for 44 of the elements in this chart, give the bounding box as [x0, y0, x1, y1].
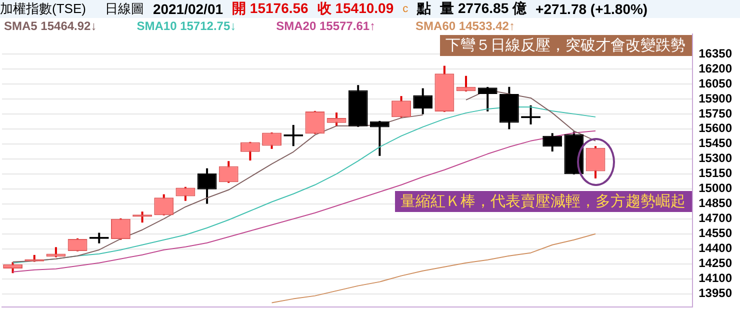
- y-tick-label: 14250: [698, 256, 732, 270]
- candlestick: [478, 86, 498, 112]
- text: +271.78 (+1.80%): [536, 1, 648, 17]
- candlestick: [3, 261, 23, 274]
- y-tick-label: 15150: [698, 166, 732, 180]
- candlestick: [46, 246, 66, 258]
- annotation: 下彎５日線反壓，突破才會改變跌勢: [440, 35, 692, 56]
- text: SMA20 15577.61↑: [276, 19, 376, 33]
- candlestick: [132, 210, 152, 224]
- y-tick-label: 13950: [698, 286, 732, 300]
- y-tick-label: 16350: [698, 46, 732, 60]
- candlestick: [305, 110, 325, 135]
- text: 2021/02/01: [152, 1, 224, 17]
- y-tick-label: 15450: [698, 136, 732, 150]
- chart-subtitle: 日線圖: [104, 0, 144, 18]
- text: 點: [417, 0, 432, 18]
- candlestick: [326, 112, 346, 128]
- y-tick-label: 15600: [698, 121, 732, 136]
- text: SMA60 14533.42↑: [416, 19, 515, 33]
- y-tick-label: 14400: [698, 241, 732, 256]
- candlestick: [586, 145, 606, 180]
- y-tick-label: 15000: [698, 181, 732, 196]
- text: c: [402, 3, 408, 15]
- y-tick-label: 16050: [698, 76, 732, 90]
- y-tick-label: 15900: [698, 91, 732, 106]
- candlestick: [542, 132, 562, 153]
- text: 量 2776.85 億: [440, 0, 527, 18]
- text: 收 15410.09: [317, 0, 394, 18]
- annotation: 量縮紅Ｋ棒，代表賣壓減輕，多方趨勢崛起: [394, 190, 692, 212]
- text: 開 15176.56: [232, 0, 308, 18]
- y-tick-label: 15750: [698, 106, 732, 120]
- chart-title: 加權指數(TSE): [0, 0, 86, 18]
- text: SMA10 15712.75↓: [136, 19, 236, 33]
- y-tick-label: 16200: [698, 61, 732, 76]
- candlestick: [370, 120, 390, 157]
- y-tick-label: 14850: [698, 196, 732, 210]
- text: SMA5 15464.92↓: [4, 19, 97, 33]
- y-tick-label: 14700: [698, 211, 732, 226]
- y-tick-label: 14550: [698, 226, 732, 240]
- y-tick-label: 14100: [698, 271, 732, 286]
- candlestick: [240, 140, 260, 162]
- candlestick: [110, 217, 130, 241]
- candlestick: [176, 186, 196, 202]
- y-tick-label: 15300: [698, 151, 732, 166]
